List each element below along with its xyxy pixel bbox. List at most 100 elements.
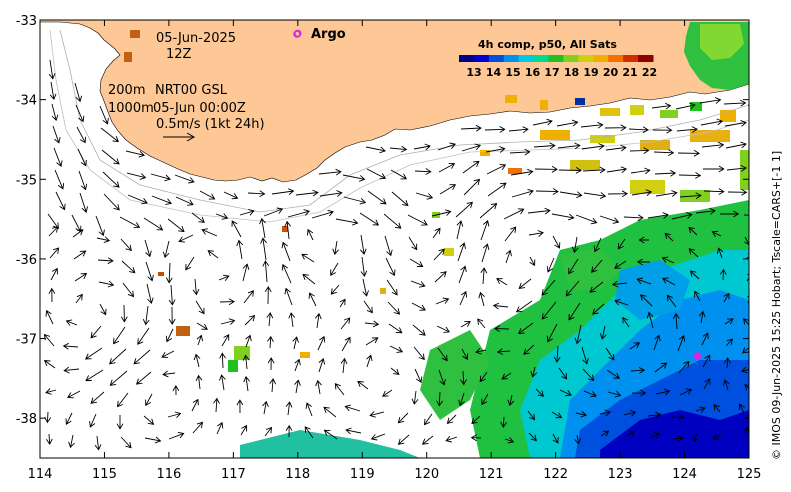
- colorbar-swatch: [563, 55, 579, 62]
- current-arrow: [47, 213, 59, 230]
- credit-text: © IMOS 09-Jun-2025 15:25 Hobart; Tscale=…: [770, 151, 783, 460]
- current-arrow: [723, 99, 747, 107]
- current-arrow: [109, 348, 127, 365]
- current-arrow: [45, 309, 54, 325]
- current-arrow: [165, 262, 173, 284]
- current-arrow: [284, 287, 293, 306]
- current-arrow: [72, 229, 84, 238]
- current-arrow: [711, 230, 722, 237]
- current-arrow: [646, 311, 654, 329]
- current-arrow: [195, 374, 203, 390]
- current-arrow: [436, 325, 450, 333]
- current-arrow: [220, 318, 236, 325]
- current-arrow: [103, 193, 120, 211]
- current-arrow: [412, 324, 426, 336]
- current-arrow: [518, 278, 532, 289]
- current-arrow: [652, 126, 673, 134]
- current-arrow: [458, 265, 467, 284]
- lat-tick-label: -38: [16, 412, 37, 427]
- current-arrow: [694, 290, 701, 302]
- current-arrow: [599, 215, 620, 224]
- current-arrow: [165, 328, 174, 343]
- current-arrow: [648, 432, 661, 439]
- current-arrow: [267, 357, 275, 371]
- current-arrow: [196, 334, 204, 346]
- current-arrow: [74, 273, 88, 282]
- current-arrow: [459, 290, 468, 306]
- current-arrow: [532, 118, 553, 126]
- current-arrow: [317, 335, 326, 351]
- current-arrow: [89, 413, 97, 428]
- current-arrow: [606, 369, 620, 379]
- current-arrow: [242, 263, 250, 282]
- current-arrow: [119, 216, 141, 229]
- current-arrow: [65, 319, 78, 326]
- depth-label-2: 1000m: [108, 101, 154, 116]
- current-arrow: [73, 250, 87, 260]
- current-arrow: [85, 369, 104, 382]
- current-arrow: [161, 350, 175, 358]
- current-arrow: [605, 144, 627, 152]
- current-arrow: [662, 277, 676, 286]
- current-arrow: [636, 277, 652, 285]
- current-arrow: [62, 342, 79, 350]
- current-arrow: [100, 127, 119, 143]
- current-arrow: [365, 146, 386, 154]
- current-arrow: [48, 287, 56, 303]
- current-arrow: [528, 432, 537, 442]
- current-arrow: [168, 431, 185, 440]
- analysis-time-label: 05-Jun 00:00Z: [153, 101, 246, 116]
- argo-float-marker[interactable]: [693, 352, 702, 360]
- current-arrow: [345, 427, 362, 435]
- current-arrow: [390, 367, 400, 375]
- current-arrow: [568, 302, 581, 321]
- current-arrow: [556, 119, 579, 127]
- lat-axis: -33 -34 -35 -36 -37 -38: [16, 14, 749, 427]
- current-arrow: [45, 388, 57, 395]
- current-arrow: [411, 302, 426, 311]
- colorbar-swatch: [638, 55, 654, 62]
- current-arrow: [600, 430, 610, 437]
- current-arrow: [109, 370, 128, 386]
- current-arrow: [168, 284, 176, 306]
- current-arrow: [460, 321, 471, 328]
- colorbar-tick-label: 21: [622, 66, 637, 79]
- current-arrow: [413, 346, 425, 361]
- argo-float-marker[interactable]: [294, 29, 302, 38]
- current-arrow: [517, 322, 534, 335]
- current-arrow: [460, 124, 482, 132]
- current-arrow: [75, 104, 85, 123]
- current-arrow: [116, 415, 124, 430]
- current-arrow: [478, 291, 485, 307]
- current-arrow: [260, 237, 267, 261]
- current-arrow: [623, 410, 637, 417]
- current-arrow: [501, 372, 512, 380]
- lon-axis: 114 115 116 117 118 119 120 121 122 123 124 125: [28, 20, 761, 482]
- colorbar-swatch: [548, 55, 564, 62]
- current-arrow: [391, 191, 409, 207]
- current-arrow: [162, 370, 176, 378]
- current-arrow: [409, 258, 424, 267]
- current-arrow: [120, 304, 128, 323]
- current-arrow: [384, 235, 393, 257]
- current-arrow: [145, 261, 154, 282]
- current-arrow: [688, 226, 698, 236]
- current-arrow: [287, 209, 311, 218]
- current-arrow: [339, 298, 346, 308]
- lon-tick-label: 114: [28, 467, 53, 482]
- current-arrow: [359, 212, 380, 226]
- current-arrow: [218, 374, 226, 391]
- colorbar: 4h comp, p50, All Sats 13 14 15 16 17 18 19 20 2…: [459, 38, 657, 79]
- current-arrow: [638, 236, 649, 244]
- argo-floats: [294, 29, 702, 360]
- current-arrow: [127, 194, 148, 205]
- current-arrow: [677, 334, 686, 352]
- current-arrow: [508, 126, 529, 134]
- current-arrow: [178, 234, 194, 243]
- current-arrow: [541, 301, 557, 320]
- current-arrow: [75, 293, 83, 304]
- current-arrow: [363, 300, 373, 314]
- current-arrow: [582, 166, 606, 174]
- current-arrow: [281, 241, 291, 262]
- current-arrow: [344, 404, 361, 412]
